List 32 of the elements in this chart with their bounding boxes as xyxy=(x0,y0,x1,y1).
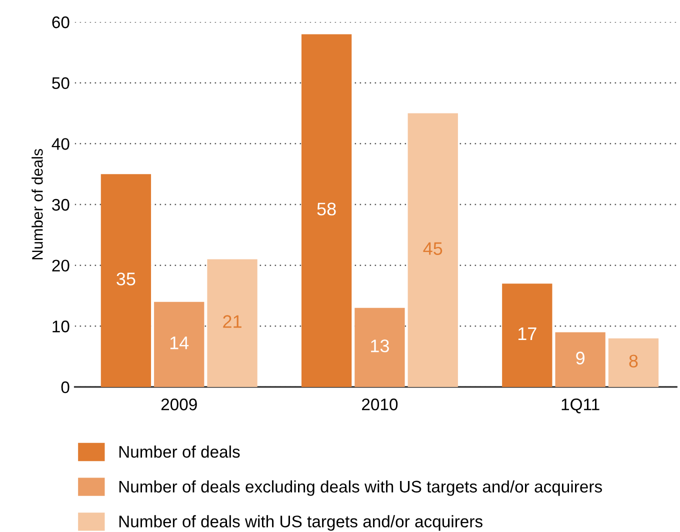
data-label: 17 xyxy=(518,328,536,340)
bar xyxy=(100,174,152,387)
y-tick-label: 50 xyxy=(52,77,70,90)
y-tick-label: 30 xyxy=(52,198,70,211)
y-tick-label: 10 xyxy=(52,320,70,332)
bar xyxy=(408,113,458,387)
y-tick-label: 60 xyxy=(52,16,70,28)
data-label: 21 xyxy=(223,315,242,328)
x-tick-label: 2010 xyxy=(362,398,398,410)
data-label: 58 xyxy=(317,202,336,216)
y-tick-label: 40 xyxy=(52,138,70,150)
x-tick-label: 2009 xyxy=(161,398,197,410)
y-axis-title: Number of deals xyxy=(32,149,43,260)
data-label: 13 xyxy=(371,340,389,352)
data-label: 45 xyxy=(423,242,442,255)
data-label: 8 xyxy=(629,354,638,368)
data-label: 35 xyxy=(116,272,136,286)
bar xyxy=(207,259,258,387)
bar xyxy=(154,302,204,387)
bar xyxy=(502,284,552,387)
bar xyxy=(301,34,352,387)
y-tick-label: 0 xyxy=(61,381,70,394)
legend-label: Number of deals excluding deals with US targets and/or acquirers xyxy=(119,480,602,496)
data-label: 14 xyxy=(170,336,189,350)
data-label: 9 xyxy=(576,352,584,364)
bar xyxy=(608,338,659,387)
bar xyxy=(354,308,405,387)
legend-label: Number of deals xyxy=(119,445,240,458)
legend-label: Number of deals with US targets and/or acquirers xyxy=(119,515,482,531)
y-tick-label: 20 xyxy=(52,260,70,272)
x-tick-label: 1Q11 xyxy=(562,398,600,414)
bar xyxy=(555,332,606,387)
